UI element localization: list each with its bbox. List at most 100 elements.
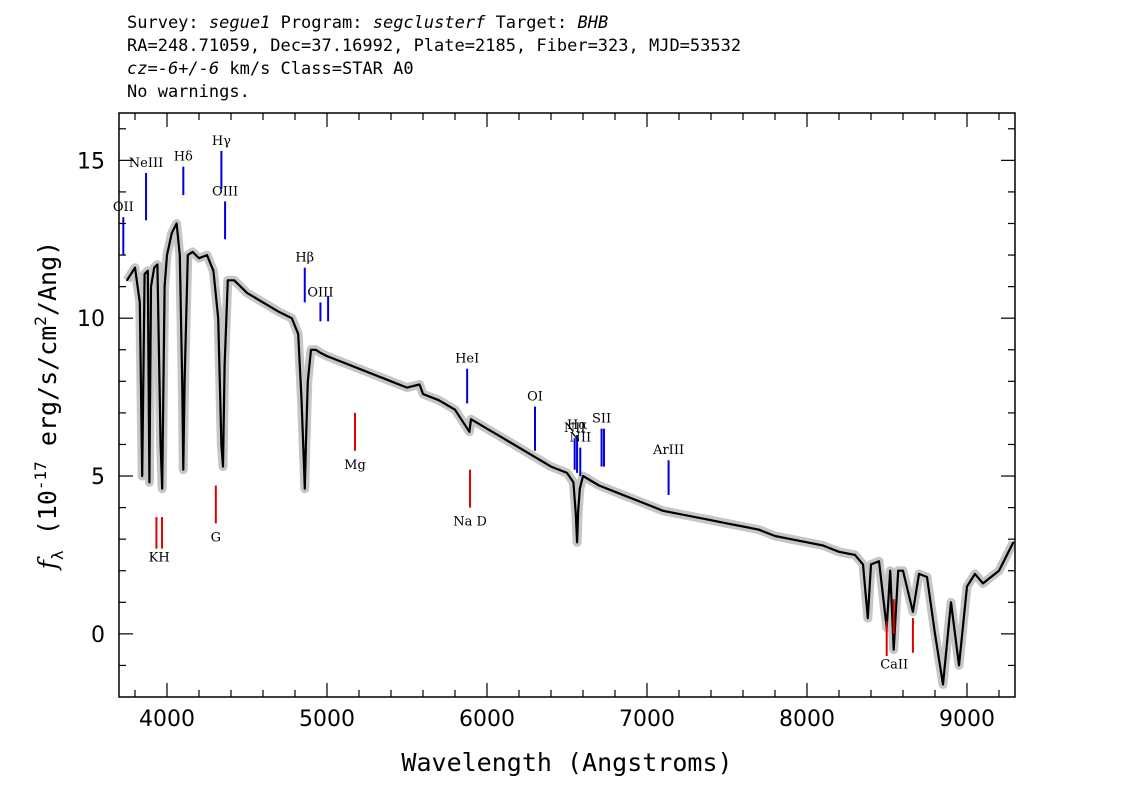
- spectrum-point: [470, 418, 472, 421]
- program-value: segclusterf: [372, 13, 486, 33]
- spectrum-point: [222, 465, 224, 468]
- spectrum-point: [897, 569, 900, 572]
- survey-label: Survey:: [127, 13, 199, 33]
- line-label-10: NII: [564, 421, 586, 436]
- spectrum-point: [150, 285, 152, 288]
- spectrum-point: [578, 487, 581, 490]
- spectrum-point: [233, 279, 236, 282]
- line-label-5: Hβ: [295, 251, 314, 266]
- spectrum-point: [438, 399, 440, 402]
- spectrum-point: [598, 484, 600, 487]
- spectrum-point: [212, 269, 215, 272]
- spectrum-point: [630, 497, 632, 500]
- spectrum-point: [161, 487, 164, 490]
- spectrum-point: [502, 437, 504, 440]
- header-line-1: Survey: segue1 Program: segclusterf Targ…: [127, 12, 608, 34]
- spectrum-point: [990, 576, 992, 578]
- program-label: Program:: [280, 13, 363, 33]
- spectrum-point: [290, 317, 293, 320]
- spectrum-point: [183, 380, 186, 383]
- spectrum-point: [300, 396, 303, 399]
- spectrum-point: [159, 443, 162, 446]
- spectrum-point: [854, 554, 856, 556]
- spectrum-point: [678, 513, 680, 515]
- spectrum-point: [998, 569, 1000, 572]
- y-tick-label: 0: [91, 623, 105, 648]
- error-envelope: [123, 219, 1015, 689]
- line-label-3: Hγ: [212, 134, 231, 149]
- spectrum-point: [126, 279, 128, 282]
- spectrum-point: [206, 254, 208, 256]
- spectrum-point: [574, 513, 577, 515]
- spectrum-point: [758, 528, 760, 531]
- target-value: BHB: [577, 13, 609, 33]
- spectrum-point: [577, 509, 580, 512]
- spectrum-point: [134, 266, 136, 269]
- spectrum-point: [870, 563, 872, 566]
- spectrum-point: [220, 443, 223, 446]
- spectrum-point: [742, 525, 744, 528]
- spectrum-point: [534, 456, 536, 458]
- line-label-20: Na D: [453, 515, 487, 530]
- x-tick-label: 6000: [459, 707, 515, 732]
- line-label-11: Hα: [567, 418, 587, 433]
- spectrum-point: [198, 257, 200, 260]
- line-label-12: NII: [569, 431, 591, 446]
- spectrum-point: [572, 481, 575, 484]
- x-tick-label: 9000: [939, 707, 995, 732]
- spectrum-point: [838, 550, 840, 553]
- x-axis-title: Wavelength (Angstroms): [401, 748, 732, 777]
- spectrum-point: [926, 576, 928, 578]
- spectrum-point: [418, 383, 421, 386]
- spectrum-point: [942, 683, 944, 686]
- spectrum-point: [178, 254, 181, 256]
- spectrum-point: [138, 301, 141, 304]
- spectrum-point: [166, 254, 168, 256]
- spectrum-point: [342, 361, 344, 364]
- spectrum-point: [163, 285, 166, 288]
- spectrum-point: [304, 443, 307, 446]
- spectrum-point: [141, 475, 144, 477]
- survey-value: segue1: [208, 13, 271, 33]
- spectrum-point: [576, 541, 578, 544]
- spectrum-point: [774, 535, 776, 537]
- line-label-extra-0: KH: [149, 550, 170, 565]
- x-tick-label: 5000: [299, 707, 355, 732]
- spectrum-point: [246, 292, 248, 294]
- spectrum-point: [862, 563, 864, 566]
- y-axis-title: fλ (10-17 erg/s/cm2/Ang): [31, 241, 67, 571]
- spectrum-point: [170, 232, 173, 234]
- spectrum-point: [278, 310, 280, 313]
- header-line-2: RA=248.71059, Dec=37.16992, Plate=2185, …: [127, 36, 742, 56]
- spectrum-point: [806, 541, 808, 544]
- spectrum-point: [143, 273, 146, 275]
- x-tick-label: 4000: [139, 707, 195, 732]
- spectrum-point: [319, 352, 322, 354]
- spectrum-point: [918, 572, 920, 575]
- spectrum-point: [790, 538, 792, 541]
- header-line-3: cz=-6+/-6 km/s Class=STAR A0: [127, 58, 414, 80]
- spectrum-point: [726, 522, 728, 525]
- spectrum-point: [582, 475, 584, 477]
- spectrum-point: [902, 569, 904, 572]
- spectrum-point: [374, 374, 376, 376]
- spectrum-line: [126, 222, 1015, 686]
- line-label-9: OI: [527, 390, 543, 405]
- spectrum-point: [181, 380, 184, 383]
- line-label-1: NeIII: [129, 156, 163, 171]
- spectrum-point: [982, 582, 984, 585]
- line-label-0: OII: [113, 200, 134, 215]
- spectrum-point: [358, 367, 360, 370]
- spectrum-point: [191, 250, 194, 253]
- spectrum-point: [226, 279, 229, 282]
- line-label-6: OIII: [307, 285, 333, 300]
- spectrum-point: [468, 430, 471, 433]
- spectrum-point: [1012, 541, 1015, 544]
- spectrum-point: [314, 348, 317, 351]
- spectrum-point: [182, 468, 185, 471]
- spectrum-point: [223, 364, 226, 367]
- spectrum-point: [662, 509, 664, 512]
- spectrum-point: [550, 465, 552, 468]
- spectrum-point: [217, 317, 220, 320]
- line-label-13: SII: [592, 412, 611, 427]
